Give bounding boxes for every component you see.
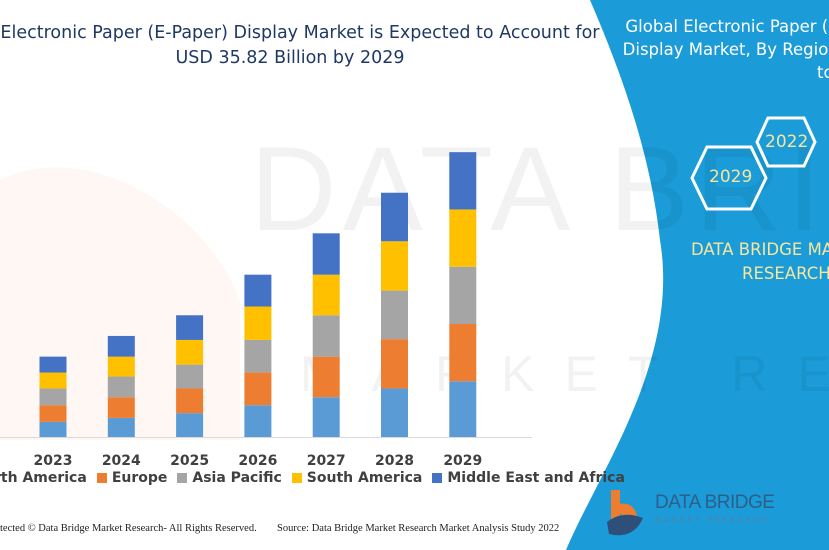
legend-label: Middle East and Africa [447, 470, 625, 486]
x-tick-label: 2025 [170, 453, 209, 469]
bar-segment-2028-north-america [381, 388, 408, 437]
legend-item: rth America [0, 470, 87, 486]
bar-segment-2027-middle-east-and-africa [312, 233, 340, 275]
bar-segment-2023-europe [39, 405, 67, 422]
copyright-text: tected © Data Bridge Market Research- Al… [0, 523, 257, 534]
hexagon-2022-icon [755, 116, 817, 168]
legend-label: rth America [0, 470, 87, 486]
bar-segment-2025-south-america [176, 339, 204, 365]
bar-segment-2025-middle-east-and-africa [176, 315, 204, 340]
bar-segment-2025-europe [176, 388, 204, 414]
legend-item: Europe [96, 470, 168, 486]
bar-segment-2023-asia-pacific [39, 388, 67, 406]
legend-swatch [432, 473, 443, 483]
legend-item: South America [291, 470, 423, 486]
x-tick-label: 2028 [375, 453, 414, 469]
chart-title-line1: l Electronic Paper (E-Paper) Display Mar… [0, 23, 600, 43]
legend-item: Middle East and Africa [432, 470, 625, 486]
bar-segment-2029-europe [449, 324, 477, 382]
bar-segment-2025-asia-pacific [176, 364, 204, 389]
bar-segment-2027-asia-pacific [312, 315, 340, 357]
bar-segment-2025-north-america [176, 413, 204, 437]
legend-label: South America [306, 470, 423, 486]
side-title-line2: Display Market, By Regions [622, 40, 829, 59]
chart-legend: rth America Europe Asia Pacific South Ameri… [0, 470, 625, 486]
side-title-line1: Global Electronic Paper (E- [625, 17, 829, 36]
bar-segment-2029-south-america [449, 209, 477, 267]
x-tick-label: 2023 [34, 453, 73, 469]
bar-segment-2023-south-america [39, 372, 67, 389]
watermark-text: DATA BRIDGE [250, 122, 829, 256]
bar-segment-2026-south-america [244, 306, 272, 340]
chart-title-line2: USD 35.82 Billion by 2029 [175, 48, 405, 68]
bar-segment-2023-middle-east-and-africa [39, 356, 67, 373]
side-title-line3: to [817, 63, 829, 82]
logo-name: DATA BRIDGE [655, 492, 775, 513]
side-brand-line2: RESEARCH [742, 264, 829, 283]
stacked-bar-chart: 2023 2024 2025 2026 2027 2028 2029 [0, 152, 532, 469]
bar-segment-2029-north-america [449, 381, 477, 437]
legend-swatch [96, 473, 107, 483]
hexagon-2029-label: 2029 [709, 167, 753, 187]
legend-label: Asia Pacific [192, 470, 282, 486]
bar-segment-2027-europe [312, 356, 340, 398]
bar-segment-2026-middle-east-and-africa [244, 274, 272, 307]
side-brand-line1: DATA BRIDGE MA [691, 240, 829, 259]
bar-segment-2023-north-america [39, 421, 67, 437]
bar-segment-2024-south-america [107, 356, 135, 377]
x-tick-label: 2027 [307, 453, 346, 469]
legend-swatch [177, 473, 188, 483]
bar-segment-2028-south-america [381, 241, 408, 291]
bar-segment-2028-asia-pacific [381, 290, 408, 340]
bar-segment-2028-middle-east-and-africa [381, 192, 408, 242]
hexagon-2022-label: 2022 [765, 132, 809, 152]
bar-segment-2027-north-america [312, 397, 340, 437]
legend-item: Asia Pacific [177, 470, 282, 486]
bar-segment-2024-north-america [107, 417, 135, 437]
x-tick-label: 2026 [238, 453, 277, 469]
logo-subtitle: MARKET RESEARCH [655, 516, 769, 524]
data-bridge-logo-icon [607, 490, 643, 536]
bar-segment-2026-europe [244, 372, 272, 406]
x-tick-label: 2024 [102, 453, 141, 469]
bar-segment-2024-europe [107, 397, 135, 418]
bar-segment-2024-asia-pacific [107, 376, 135, 398]
hexagon-2029-icon [690, 145, 768, 211]
source-text: Source: Data Bridge Market Research Mark… [277, 523, 560, 534]
bar-segment-2024-middle-east-and-africa [107, 335, 135, 357]
bar-segment-2029-asia-pacific [449, 266, 477, 325]
bar-segment-2029-middle-east-and-africa [449, 152, 477, 210]
legend-label: Europe [111, 470, 168, 486]
legend-swatch [291, 473, 302, 483]
hexagon-icons [690, 116, 817, 211]
bar-segment-2026-north-america [244, 405, 272, 437]
x-tick-label: 2029 [443, 453, 482, 469]
bar-segment-2026-asia-pacific [244, 339, 272, 373]
bar-segment-2027-south-america [312, 274, 340, 316]
bar-segment-2028-europe [381, 339, 408, 389]
